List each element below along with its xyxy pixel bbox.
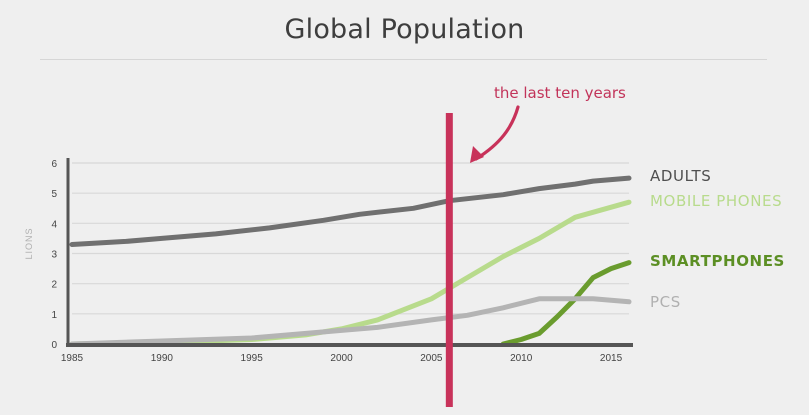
x-tick-label: 1985 [61, 353, 84, 364]
series-layer [69, 175, 632, 347]
annotation-text: the last ten years [494, 84, 626, 102]
y-tick-label: 0 [51, 340, 57, 351]
x-tick-label: 1995 [241, 353, 264, 364]
y-tick-label: 1 [51, 310, 57, 321]
title-divider [40, 59, 767, 60]
series-label-adults: ADULTS [650, 167, 712, 185]
series-label-smartphones: SMARTPHONES [650, 252, 785, 270]
y-tick-label: 5 [51, 189, 57, 200]
series-line-adults [69, 175, 632, 247]
y-axis-label: LIONS [24, 227, 34, 259]
series-label-mobile-phones: MOBILE PHONES [650, 192, 783, 210]
annotation-arrowhead [470, 146, 484, 163]
x-tick-label: 2010 [510, 353, 533, 364]
annotation-arrow [474, 105, 520, 161]
grid-layer [72, 162, 629, 315]
tick-layer: 0 1 2 3 4 5 6 1985 1990 1995 2000 2005 2010 2015 LIONS [24, 159, 623, 364]
y-tick-label: 3 [51, 250, 57, 261]
x-tick-label: 2005 [420, 353, 443, 364]
chart-title: Global Population [284, 14, 525, 45]
series-label-pcs: PCS [650, 293, 681, 311]
axis-layer [66, 158, 633, 347]
y-tick-label: 6 [51, 159, 57, 170]
x-tick-label: 2015 [600, 353, 623, 364]
x-tick-label: 2000 [330, 353, 353, 364]
highlight-bar [445, 113, 453, 407]
series-line-pcs [69, 296, 632, 347]
y-tick-label: 4 [51, 219, 57, 230]
series-line-smartphones [500, 260, 632, 347]
x-tick-label: 1990 [151, 353, 174, 364]
y-tick-label: 2 [51, 280, 57, 291]
highlight-layer [445, 105, 520, 407]
